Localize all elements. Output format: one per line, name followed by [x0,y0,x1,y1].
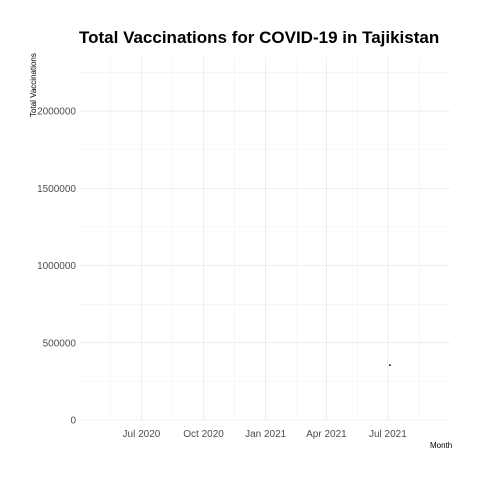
y-tick-label: 0 [70,416,76,427]
data-points [389,364,391,367]
chart-title: Total Vaccinations for COVID-19 in Tajik… [79,28,439,47]
x-tick-label: Jan 2021 [245,429,287,440]
y-axis-ticks: 0 500000 1000000 1500000 2000000 [37,107,76,427]
y-axis-title: Total Vaccinations [29,53,38,117]
x-tick-label: Oct 2020 [183,429,224,440]
x-tick-label: Jul 2021 [369,429,407,440]
x-tick-label: Apr 2021 [306,429,347,440]
y-tick-label: 1500000 [37,184,76,195]
x-axis-ticks: Jul 2020 Oct 2020 Jan 2021 Apr 2021 Jul 2021 [123,429,408,440]
grid [80,57,450,421]
y-tick-label: 1000000 [37,261,76,272]
x-axis-title: Month [430,441,452,450]
y-tick-label: 500000 [43,338,77,349]
data-point [389,364,391,367]
y-tick-label: 2000000 [37,107,76,118]
x-tick-label: Jul 2020 [123,429,161,440]
